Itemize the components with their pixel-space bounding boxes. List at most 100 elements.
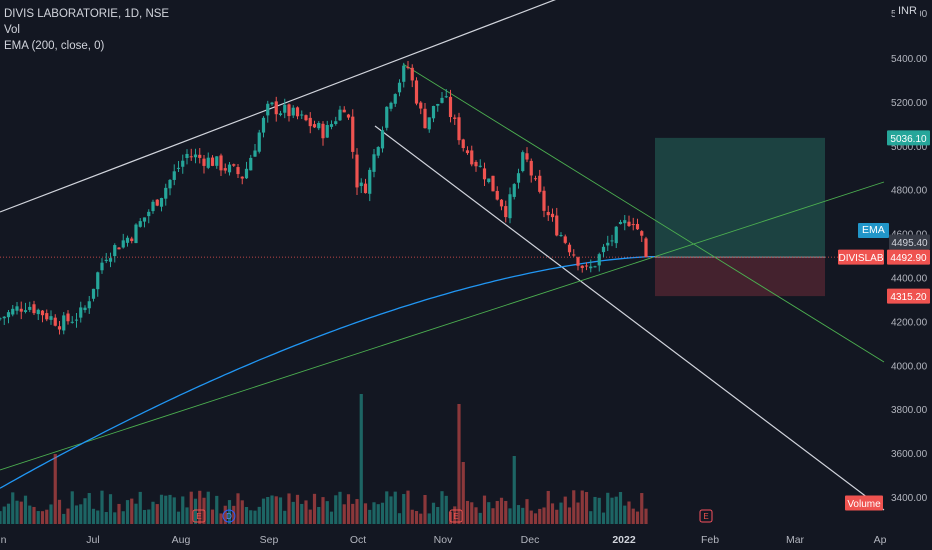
candle-body xyxy=(0,318,2,320)
candle-body xyxy=(202,158,206,166)
candle-body xyxy=(508,194,512,219)
volume-bar xyxy=(461,462,465,524)
volume-bar xyxy=(227,500,232,524)
candle-body xyxy=(155,199,159,206)
volume-bar xyxy=(91,508,96,524)
ema-value-tag-bg xyxy=(889,234,930,250)
uptrend-line xyxy=(0,181,885,471)
legend-ema[interactable]: EMA (200, close, 0) xyxy=(4,40,105,52)
volume-bar xyxy=(28,505,32,524)
volume-bar xyxy=(32,506,36,524)
volume-tag: Volume xyxy=(847,499,881,510)
dividend-marker-icon xyxy=(222,509,236,523)
volume-bar xyxy=(308,509,312,524)
volume-bar xyxy=(627,501,631,524)
volume-bar xyxy=(147,509,151,524)
volume-bar xyxy=(219,513,223,524)
volume-bar xyxy=(232,505,236,524)
volume-bar xyxy=(15,500,19,524)
volume-bar xyxy=(342,504,346,524)
volume-bar xyxy=(555,509,559,524)
candle-body xyxy=(385,106,389,128)
candle-body xyxy=(448,96,453,118)
candle-body xyxy=(270,102,274,105)
y-tick-label: 3800.00 xyxy=(891,405,928,416)
volume-bar xyxy=(559,502,563,524)
volume-bar xyxy=(57,499,62,524)
volume-bar xyxy=(372,502,376,524)
volume-bar xyxy=(215,495,219,524)
legend-volume[interactable]: Vol xyxy=(4,24,20,36)
volume-bar xyxy=(597,497,601,524)
candle-body xyxy=(431,105,436,119)
candle-body xyxy=(614,226,618,244)
volume-bar xyxy=(321,497,325,524)
volume-bar xyxy=(351,503,355,524)
candle-body xyxy=(584,265,589,267)
legend-symbol[interactable]: DIVIS LABORATORIE, 1D, NSE xyxy=(4,8,170,20)
volume-bar xyxy=(244,506,249,524)
stop-price-tag-bg xyxy=(887,288,930,304)
last-price-tag-bg xyxy=(887,249,930,265)
candle-body xyxy=(176,167,181,169)
candle-body xyxy=(15,306,19,311)
candle-body xyxy=(130,238,134,242)
volume-bar xyxy=(482,495,487,524)
candle-body xyxy=(427,117,431,130)
candle-body xyxy=(474,161,478,167)
volume-bar xyxy=(453,506,457,524)
volume-bar xyxy=(45,509,49,524)
candle-body xyxy=(559,235,563,237)
candle-body xyxy=(355,154,359,188)
volume-bar xyxy=(470,502,474,524)
candle-body xyxy=(100,262,104,271)
y-tick-label: 3400.00 xyxy=(891,493,928,504)
volume-bar xyxy=(563,496,567,524)
candle-body xyxy=(465,150,470,154)
volume-bar xyxy=(168,494,172,524)
currency-label[interactable]: INR xyxy=(895,5,920,17)
volume-bar xyxy=(474,507,478,524)
event-marker-label: E xyxy=(703,512,708,521)
candle-body xyxy=(635,223,640,230)
candle-body xyxy=(572,254,576,256)
candle-body xyxy=(389,102,393,109)
candle-body xyxy=(453,117,457,119)
volume-bar xyxy=(512,456,516,524)
volume-bar xyxy=(278,497,283,524)
volume-bar xyxy=(346,494,351,524)
volume-bar xyxy=(614,496,618,524)
candle-body xyxy=(232,164,236,166)
candle-body xyxy=(329,124,334,127)
candle-body xyxy=(380,130,385,149)
volume-bar xyxy=(202,497,206,524)
volume-bar xyxy=(300,503,304,524)
candle-body xyxy=(542,190,546,211)
volume-bar xyxy=(36,511,40,524)
volume-bar xyxy=(402,494,406,524)
volume-bar xyxy=(593,496,597,524)
candle-body xyxy=(266,103,270,116)
candle-body xyxy=(640,231,644,236)
candle-body xyxy=(223,168,227,171)
volume-bar xyxy=(631,508,635,524)
candle-body xyxy=(402,65,406,82)
ema-title-tag: EMA xyxy=(858,223,889,238)
candle-body xyxy=(363,183,368,194)
candle-body xyxy=(36,309,40,315)
x-tick-label: Mar xyxy=(786,534,805,546)
candle-body xyxy=(6,312,11,318)
candle-body xyxy=(210,157,215,166)
candle-body xyxy=(261,117,266,133)
volume-bar xyxy=(546,490,550,524)
x-tick-label: Aug xyxy=(172,534,191,546)
volume-bar xyxy=(635,511,640,524)
candle-body xyxy=(580,265,584,268)
target-price-tag-bg xyxy=(887,130,930,146)
volume-bar xyxy=(359,394,363,524)
candle-body xyxy=(325,125,329,138)
volume-bar xyxy=(457,404,461,524)
candle-body xyxy=(198,154,202,158)
downtrend-line xyxy=(402,63,885,363)
